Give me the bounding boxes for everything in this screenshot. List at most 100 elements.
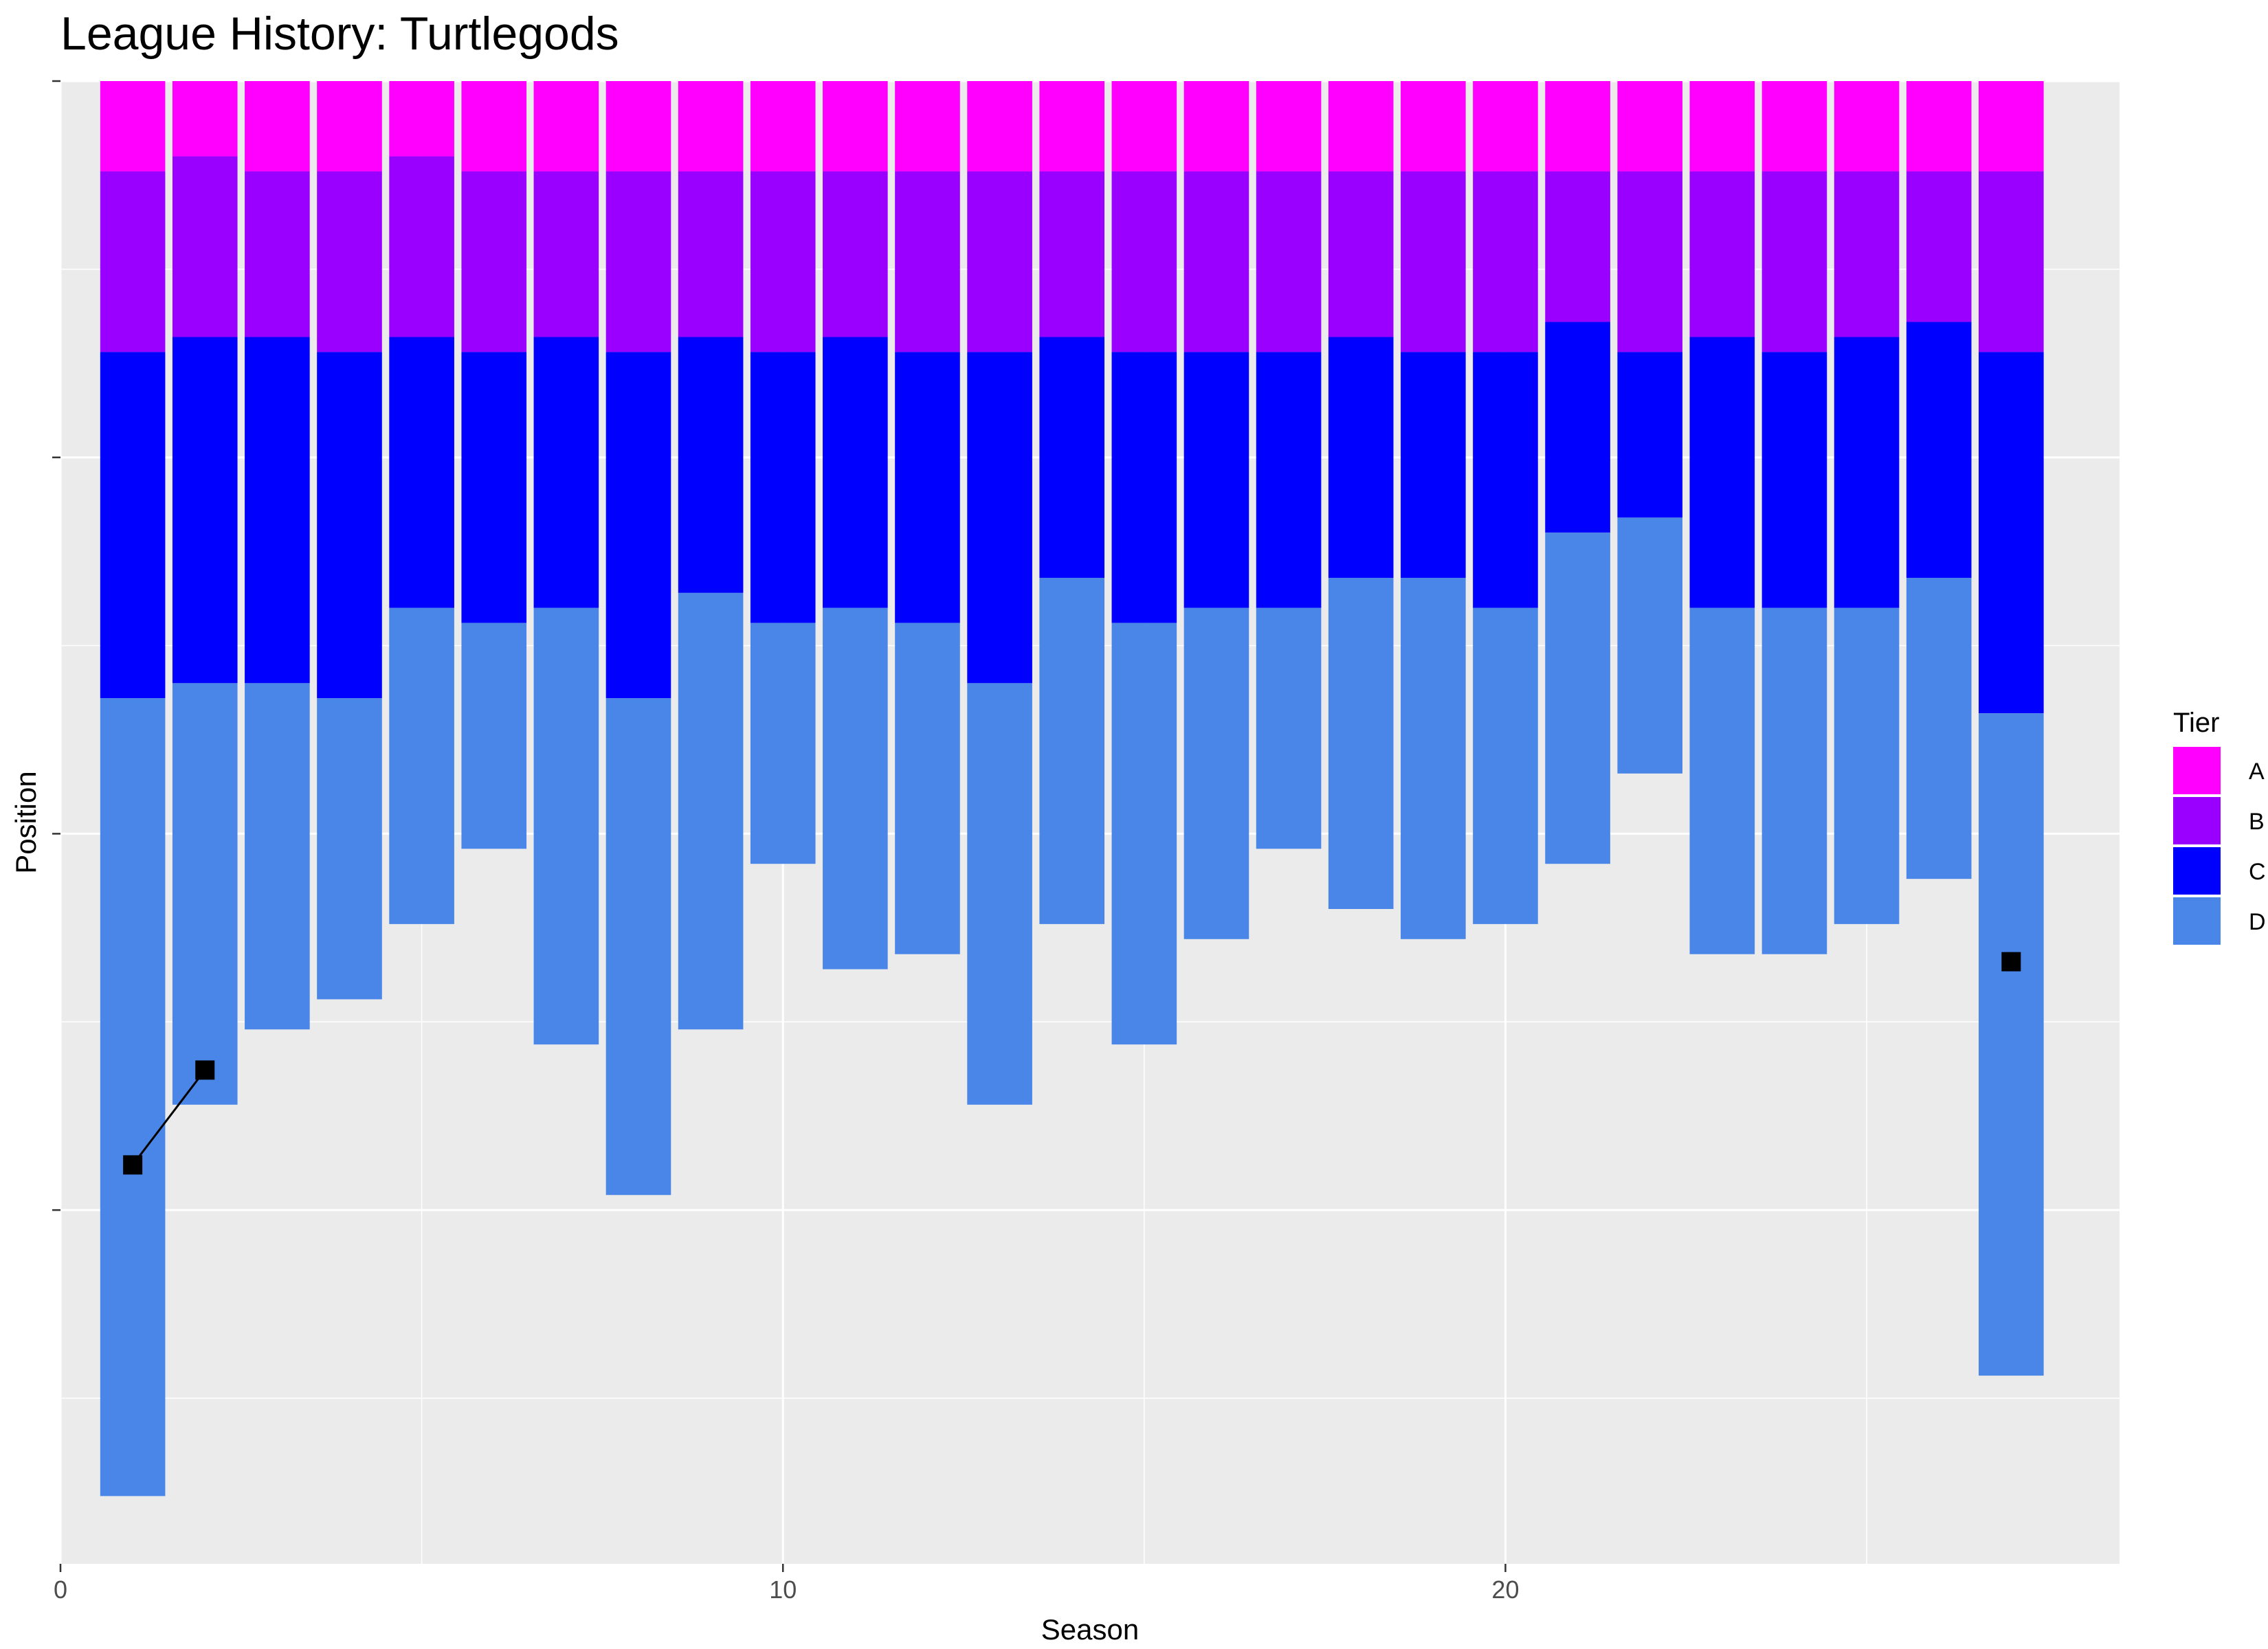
bar-season-23-tier-d xyxy=(1689,607,1755,954)
bar-season-13-tier-a xyxy=(967,81,1032,172)
bar-season-13-tier-d xyxy=(967,683,1032,1105)
bar-season-9-tier-d xyxy=(678,592,744,1030)
bar-season-4-tier-d xyxy=(317,698,382,1000)
bar-season-25-tier-a xyxy=(1834,81,1900,172)
bar-season-1-tier-b xyxy=(100,171,166,352)
position-line xyxy=(131,1069,206,1166)
bar-season-24-tier-c xyxy=(1761,352,1827,608)
bar-season-22-tier-b xyxy=(1617,171,1683,352)
y-axis-label: Position xyxy=(10,771,42,873)
legend-swatch-d xyxy=(2173,897,2221,945)
legend-label-d: D xyxy=(2249,909,2266,935)
bar-season-12-tier-b xyxy=(895,171,960,352)
bar-season-14-tier-c xyxy=(1039,337,1105,578)
bar-season-7-tier-d xyxy=(533,607,599,1045)
bar-season-21-tier-a xyxy=(1545,81,1610,172)
bar-season-14-tier-d xyxy=(1039,577,1105,924)
bar-season-25-tier-c xyxy=(1834,337,1900,608)
bar-season-24-tier-d xyxy=(1761,607,1827,954)
bar-season-18-tier-b xyxy=(1328,171,1394,337)
bar-season-2-tier-b xyxy=(172,156,238,337)
bar-season-21-tier-c xyxy=(1545,322,1610,533)
bar-season-2-tier-d xyxy=(172,683,238,1105)
bar-season-15-tier-d xyxy=(1111,622,1177,1045)
bar-season-24-tier-b xyxy=(1761,171,1827,352)
x-tick-label: 20 xyxy=(1491,1575,1519,1604)
bar-season-7-tier-c xyxy=(533,337,599,608)
bar-season-12-tier-d xyxy=(895,622,960,954)
bar-season-8-tier-b xyxy=(605,171,671,352)
bar-season-6-tier-a xyxy=(461,81,527,172)
bar-season-22-tier-c xyxy=(1617,352,1683,518)
bar-season-8-tier-c xyxy=(605,352,671,699)
bar-season-26-tier-d xyxy=(1906,577,1972,879)
bar-season-20-tier-c xyxy=(1473,352,1538,608)
bar-season-17-tier-a xyxy=(1256,81,1322,172)
bar-season-19-tier-d xyxy=(1401,577,1466,939)
bar-season-6-tier-d xyxy=(461,622,527,849)
bar-season-17-tier-c xyxy=(1256,352,1322,608)
bar-season-15-tier-b xyxy=(1111,171,1177,352)
bar-season-16-tier-a xyxy=(1183,81,1249,172)
bar-season-14-tier-b xyxy=(1039,171,1105,337)
x-axis: 0 10 20 xyxy=(54,1564,1519,1604)
bar-season-5-tier-a xyxy=(389,81,454,157)
legend-label-a: A xyxy=(2249,759,2265,785)
bar-season-27-tier-b xyxy=(1979,171,2044,352)
bar-season-10-tier-d xyxy=(750,622,816,864)
bar-season-22-tier-a xyxy=(1617,81,1683,172)
bar-season-21-tier-d xyxy=(1545,532,1610,864)
bar-season-5-tier-c xyxy=(389,337,454,608)
bar-season-27-tier-a xyxy=(1979,81,2044,172)
x-tick-label: 0 xyxy=(54,1575,67,1604)
bar-season-23-tier-c xyxy=(1689,337,1755,608)
bar-season-10-tier-c xyxy=(750,352,816,623)
bar-season-3-tier-d xyxy=(245,683,310,1030)
bar-season-15-tier-c xyxy=(1111,352,1177,623)
bar-season-20-tier-a xyxy=(1473,81,1538,172)
x-axis-label: Season xyxy=(1041,1613,1139,1646)
bar-season-5-tier-d xyxy=(389,607,454,924)
chart-title: League History: Turtlegods xyxy=(60,8,619,60)
y-axis xyxy=(52,80,60,1211)
bar-season-25-tier-b xyxy=(1834,171,1900,337)
bar-season-16-tier-c xyxy=(1183,352,1249,608)
bar-season-13-tier-b xyxy=(967,171,1032,352)
bar-season-27-tier-d xyxy=(1979,713,2044,1376)
bar-season-25-tier-d xyxy=(1834,607,1900,924)
bar-season-16-tier-b xyxy=(1183,171,1249,352)
bar-season-26-tier-a xyxy=(1906,81,1972,172)
position-points xyxy=(123,952,2021,1175)
bar-season-11-tier-b xyxy=(823,171,888,337)
bar-season-1-tier-d xyxy=(100,698,166,1496)
bar-season-14-tier-a xyxy=(1039,81,1105,172)
bar-season-12-tier-a xyxy=(895,81,960,172)
bar-season-10-tier-b xyxy=(750,171,816,352)
legend-label-c: C xyxy=(2249,859,2266,885)
bar-season-13-tier-c xyxy=(967,352,1032,684)
x-tick-label: 10 xyxy=(769,1575,797,1604)
bar-season-3-tier-a xyxy=(245,81,310,172)
bar-season-20-tier-d xyxy=(1473,607,1538,924)
bar-season-22-tier-d xyxy=(1617,517,1683,774)
bar-season-8-tier-a xyxy=(605,81,671,172)
bar-season-11-tier-c xyxy=(823,337,888,608)
bar-season-12-tier-c xyxy=(895,352,960,623)
bar-season-3-tier-c xyxy=(245,337,310,684)
bar-season-9-tier-b xyxy=(678,171,744,337)
bar-season-18-tier-d xyxy=(1328,577,1394,909)
legend-swatch-b xyxy=(2173,797,2221,844)
legend-label-b: B xyxy=(2249,809,2265,835)
legend-swatch-c xyxy=(2173,847,2221,895)
bar-season-9-tier-a xyxy=(678,81,744,172)
bar-season-18-tier-c xyxy=(1328,337,1394,578)
bar-season-1-tier-a xyxy=(100,81,166,172)
bar-season-1-tier-c xyxy=(100,352,166,699)
position-line-segment xyxy=(131,1069,206,1166)
bar-season-21-tier-b xyxy=(1545,171,1610,322)
bar-season-26-tier-c xyxy=(1906,322,1972,578)
bar-season-18-tier-a xyxy=(1328,81,1394,172)
bar-season-10-tier-a xyxy=(750,81,816,172)
